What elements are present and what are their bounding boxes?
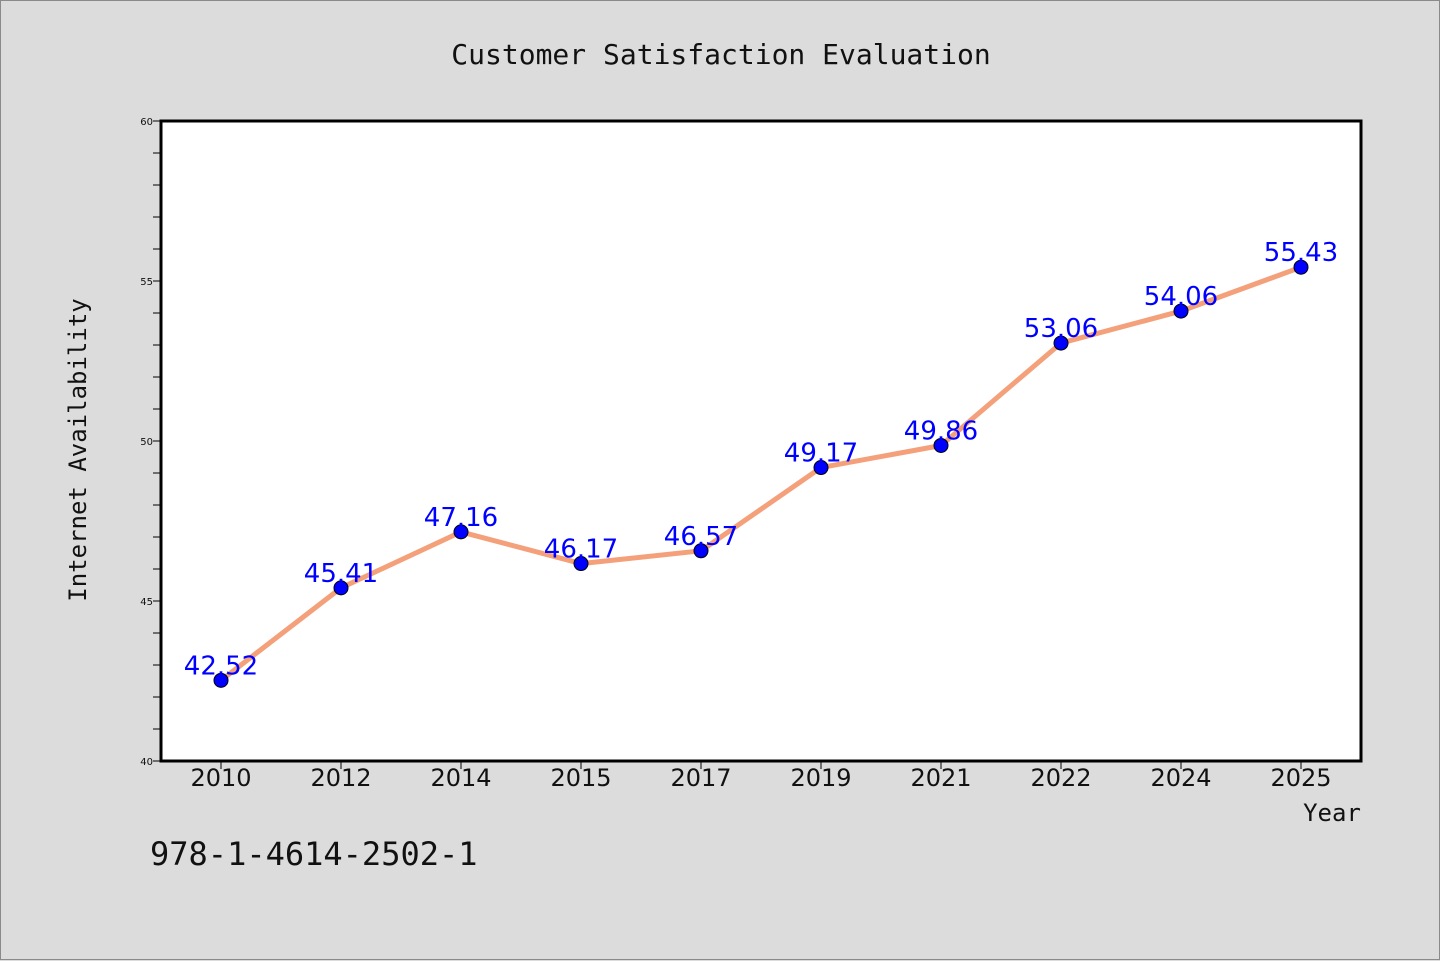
data-point	[1293, 259, 1309, 275]
data-label: 42.52	[184, 651, 258, 681]
data-label: 47.16	[424, 503, 498, 533]
plot-area	[159, 119, 1363, 763]
data-point	[933, 437, 949, 453]
data-point	[1053, 335, 1069, 351]
data-label: 55.43	[1264, 238, 1338, 268]
x-tick-label: 2025	[1270, 764, 1331, 792]
data-label: 53.06	[1024, 314, 1098, 344]
footnote-isbn: 978-1-4614-2502-1	[150, 835, 478, 873]
y-tick-label: 40	[140, 757, 153, 768]
y-axis: 40 45 50 55 60	[140, 117, 161, 768]
x-tick-label: 2019	[790, 764, 851, 792]
data-label: 45.41	[304, 559, 378, 589]
x-tick-label: 2010	[190, 764, 251, 792]
y-axis-label: Internet Availability	[64, 298, 92, 601]
y-tick-label: 45	[140, 597, 153, 608]
series-line	[218, 264, 1304, 683]
data-point	[813, 460, 829, 476]
data-label: 46.17	[544, 535, 618, 565]
x-tick-label: 2024	[1150, 764, 1211, 792]
data-point	[693, 543, 709, 559]
data-point	[453, 524, 469, 540]
y-tick-label: 60	[140, 117, 153, 128]
y-tick-label: 50	[140, 437, 153, 448]
data-label: 46.57	[664, 522, 738, 552]
data-label: 49.86	[904, 416, 978, 446]
data-label: 54.06	[1144, 282, 1218, 312]
data-labels: 42.52 45.41 47.16 46.17 46.57 49.17 49.86 53.06…	[184, 238, 1338, 681]
x-tick-label: 2017	[670, 764, 731, 792]
x-tick-label: 2021	[910, 764, 971, 792]
y-tick-label: 55	[140, 277, 153, 288]
data-label: 49.17	[784, 439, 858, 469]
x-axis-label: Year	[1303, 799, 1361, 827]
x-axis: 2010 2012 2014 2015 2017 2019 2021 2022 2024 2025	[190, 761, 1332, 792]
chart-title: Customer Satisfaction Evaluation	[451, 38, 990, 71]
x-tick-label: 2022	[1030, 764, 1091, 792]
x-tick-label: 2014	[430, 764, 491, 792]
data-points	[213, 259, 1309, 688]
x-tick-label: 2012	[310, 764, 371, 792]
x-tick-label: 2015	[550, 764, 611, 792]
data-point	[213, 672, 229, 688]
data-point	[1173, 303, 1189, 319]
data-point	[333, 580, 349, 596]
data-point	[573, 556, 589, 572]
